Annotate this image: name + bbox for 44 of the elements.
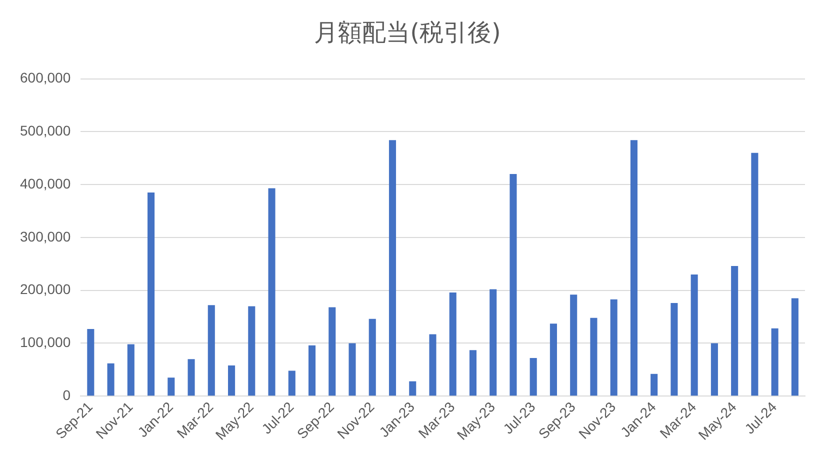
bar xyxy=(228,365,236,396)
bar xyxy=(590,318,598,396)
bar xyxy=(791,298,798,396)
bar xyxy=(87,328,94,396)
bar xyxy=(751,152,758,396)
bar xyxy=(368,318,376,396)
bar xyxy=(490,289,497,396)
bar xyxy=(168,378,175,396)
bar xyxy=(510,174,517,396)
bar xyxy=(530,358,537,396)
bar xyxy=(670,303,678,396)
bar xyxy=(268,188,276,396)
bar xyxy=(731,266,738,396)
chart-title: 月額配当(税引後) xyxy=(314,18,501,47)
bar xyxy=(348,343,356,396)
bar xyxy=(469,350,477,396)
bar xyxy=(610,299,618,396)
bar xyxy=(449,292,456,396)
bar xyxy=(690,274,698,396)
bar xyxy=(328,307,336,396)
bar xyxy=(710,343,718,396)
y-tick-label: 200,000 xyxy=(20,281,71,298)
y-tick-label: 400,000 xyxy=(20,175,71,192)
bar xyxy=(188,359,195,396)
y-tick-label: 0 xyxy=(62,386,71,403)
y-tick-label: 300,000 xyxy=(20,228,71,244)
bar xyxy=(127,344,134,396)
bar xyxy=(288,370,296,396)
bar xyxy=(570,294,578,396)
y-tick-label: 500,000 xyxy=(20,122,71,139)
bar xyxy=(148,192,155,396)
bar xyxy=(650,374,658,396)
bar xyxy=(248,306,256,396)
y-tick-label: 100,000 xyxy=(20,334,71,350)
bar xyxy=(550,324,557,396)
bar xyxy=(388,140,396,396)
bar xyxy=(208,305,215,396)
bar xyxy=(429,334,436,396)
bar xyxy=(107,363,114,396)
bar xyxy=(308,345,316,396)
bar xyxy=(409,381,416,396)
y-tick-label: 600,000 xyxy=(20,70,71,86)
bar xyxy=(771,328,778,396)
bar xyxy=(630,140,638,396)
